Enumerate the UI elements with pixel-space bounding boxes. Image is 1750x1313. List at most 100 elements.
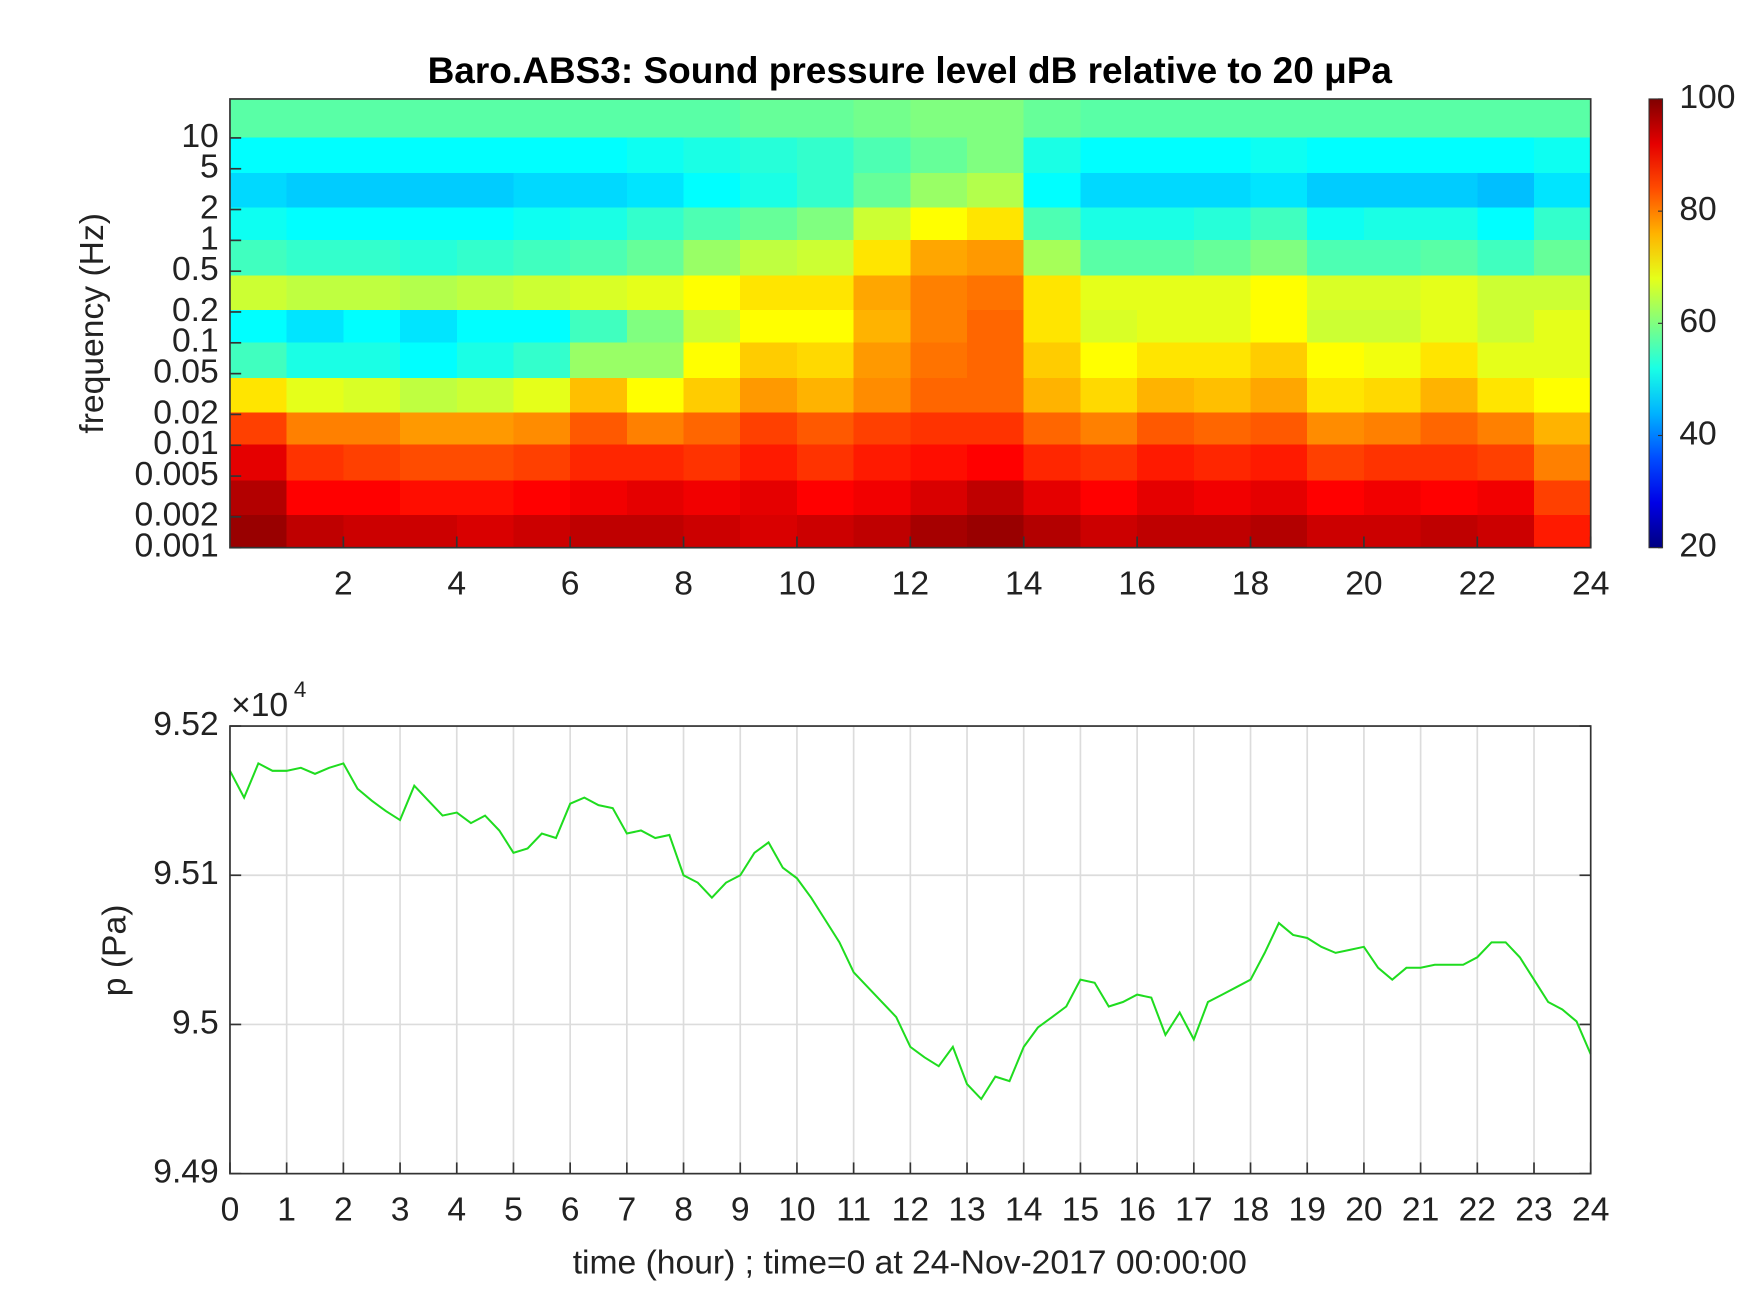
x-tick-label: 0 — [221, 1192, 240, 1229]
heatmap-cell — [400, 98, 458, 138]
heatmap-cell — [1534, 309, 1592, 343]
heatmap-cell — [626, 136, 685, 174]
heatmap-cell — [1250, 377, 1308, 413]
y-tick-label: 9.5 — [172, 1004, 219, 1041]
heatmap-cell — [570, 411, 628, 445]
heatmap-cell — [570, 172, 628, 208]
heatmap-cell — [740, 275, 798, 310]
heatmap-cell — [1023, 136, 1081, 174]
heatmap-cell — [1534, 444, 1592, 481]
x-tick-label: 16 — [1118, 1192, 1155, 1229]
heatmap-cell — [343, 98, 401, 138]
heatmap-cell — [910, 444, 968, 481]
heatmap-cell — [910, 275, 968, 310]
colorbar-tick-label: 100 — [1679, 79, 1735, 116]
heatmap-cell — [796, 377, 855, 413]
heatmap-cell — [740, 377, 798, 413]
heatmap-cell — [853, 172, 911, 208]
heatmap-cell — [1023, 309, 1081, 343]
heatmap-cell — [229, 98, 288, 138]
heatmap-cell — [286, 136, 344, 174]
heatmap-cell — [400, 479, 458, 515]
x-axis-label: time (hour) ; time=0 at 24-Nov-2017 00:0… — [573, 1244, 1247, 1281]
heatmap-cell — [1363, 98, 1422, 138]
heatmap-cell — [796, 136, 855, 174]
heatmap-cell — [1420, 206, 1478, 240]
heatmap-cell — [1137, 341, 1195, 379]
heatmap-cell — [910, 172, 968, 208]
y-tick-label: 0.2 — [172, 292, 219, 329]
heatmap-cell — [796, 239, 855, 276]
heatmap-cell — [1137, 136, 1195, 174]
heatmap-cell — [853, 309, 911, 343]
heatmap-cell — [343, 275, 401, 310]
heatmap-cell — [1307, 411, 1365, 445]
heatmap-cell — [796, 444, 855, 481]
x-tick-label: 14 — [1005, 1192, 1042, 1229]
heatmap-cell — [683, 411, 741, 445]
heatmap-cell — [343, 172, 401, 208]
x-tick-label: 17 — [1175, 1192, 1212, 1229]
heatmap-cell — [343, 239, 401, 276]
x-tick-label: 18 — [1232, 1192, 1269, 1229]
heatmap-cell — [853, 411, 911, 445]
colorbar-tick-label: 40 — [1679, 415, 1716, 452]
heatmap-cell — [1023, 444, 1081, 481]
heatmap-cell — [1193, 239, 1252, 276]
heatmap-cell — [1534, 479, 1592, 515]
heatmap-cell — [1307, 377, 1365, 413]
heatmap-cell — [286, 172, 344, 208]
colorbar-tick-label: 60 — [1679, 303, 1716, 340]
heatmap-cell — [570, 309, 628, 343]
colorbar-tick-label: 80 — [1679, 191, 1716, 228]
heatmap-cell — [343, 136, 401, 174]
heatmap-cell — [1477, 377, 1535, 413]
heatmap-cell — [286, 514, 344, 549]
heatmap-cell — [1307, 206, 1365, 240]
heatmap-cell — [1250, 136, 1308, 174]
heatmap-cell — [229, 275, 288, 310]
heatmap-cell — [1307, 341, 1365, 379]
heatmap-cell — [1420, 309, 1478, 343]
heatmap-cell — [796, 206, 855, 240]
heatmap-cell — [910, 206, 968, 240]
heatmap-cell — [740, 514, 798, 549]
heatmap-cell — [1137, 172, 1195, 208]
y-tick-label: 9.52 — [153, 706, 218, 743]
heatmap-cell — [967, 172, 1025, 208]
heatmap-cell — [1420, 341, 1478, 379]
heatmap-cell — [1477, 341, 1535, 379]
heatmap-cell — [740, 479, 798, 515]
heatmap-cell — [570, 341, 628, 379]
heatmap-cell — [229, 444, 288, 481]
heatmap-cell — [1363, 309, 1422, 343]
heatmap-cell — [626, 514, 685, 549]
heatmap-cell — [1193, 411, 1252, 445]
heatmap-cell — [513, 341, 571, 379]
heatmap-cell — [1137, 275, 1195, 310]
heatmap-cell — [1363, 239, 1422, 276]
heatmap-cell — [343, 514, 401, 549]
heatmap-cell — [796, 341, 855, 379]
heatmap-cell — [1250, 239, 1308, 276]
offset-exponent: 4 — [294, 677, 306, 702]
heatmap-cell — [1420, 514, 1478, 549]
heatmap-cell — [967, 411, 1025, 445]
heatmap-cell — [1420, 411, 1478, 445]
heatmap-cell — [1080, 444, 1138, 481]
heatmap-cell — [286, 377, 344, 413]
heatmap-cell — [1477, 444, 1535, 481]
heatmap-cell — [683, 309, 741, 343]
y-tick-label: 10 — [181, 118, 218, 155]
heatmap-cell — [1193, 309, 1252, 343]
heatmap-cell — [1534, 136, 1592, 174]
heatmap-cell — [1363, 377, 1422, 413]
heatmap-cell — [1307, 172, 1365, 208]
heatmap-cell — [1534, 172, 1592, 208]
heatmap-cell — [229, 239, 288, 276]
heatmap-cell — [1250, 206, 1308, 240]
heatmap-cell — [683, 514, 741, 549]
heatmap-cell — [683, 479, 741, 515]
heatmap-cell — [1193, 479, 1252, 515]
heatmap-cell — [796, 411, 855, 445]
